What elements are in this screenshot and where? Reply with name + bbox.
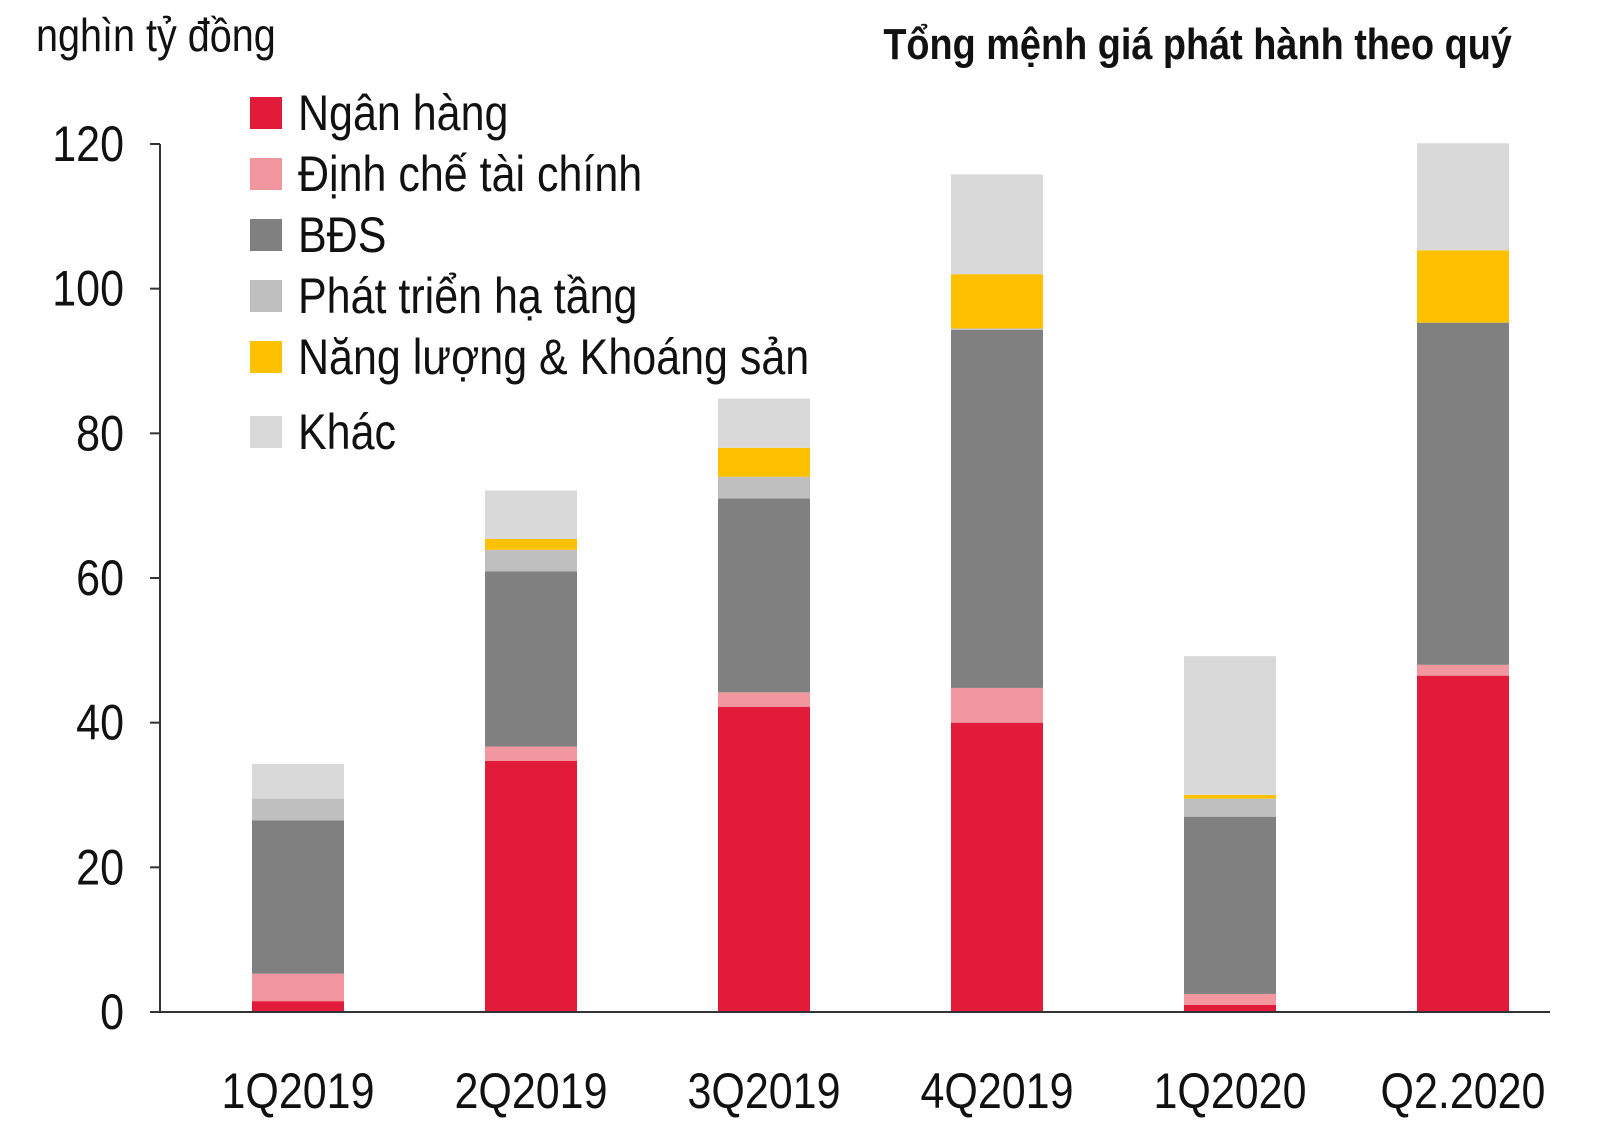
bar-segment-Q2.2020-1: [1417, 664, 1509, 676]
legend-item: BĐS: [250, 204, 892, 265]
y-tick-label: 20: [76, 839, 124, 895]
x-tick-label: 2Q2019: [454, 1063, 607, 1119]
legend-swatch: [250, 96, 282, 129]
legend-swatch: [250, 157, 282, 190]
bar-segment-4Q2019-3: [951, 328, 1043, 330]
legend-item: Năng lượng & Khoáng sản: [250, 326, 892, 387]
bar-segment-1Q2020-4: [1184, 795, 1276, 799]
bar-segment-1Q2019-0: [252, 1001, 344, 1012]
bar-segment-Q2.2020-0: [1417, 675, 1509, 1012]
bar-segment-1Q2019-1: [252, 973, 344, 1002]
bar-segment-4Q2019-0: [951, 722, 1043, 1012]
legend-swatch: [250, 340, 282, 373]
x-tick-label: 1Q2019: [221, 1063, 374, 1119]
legend-label: Ngân hàng: [298, 84, 509, 141]
bar-segment-2Q2019-0: [485, 761, 577, 1012]
bar-segment-1Q2019-2: [252, 820, 344, 974]
y-tick-label: 80: [76, 405, 124, 461]
x-tick-label: 4Q2019: [920, 1063, 1073, 1119]
bar-segment-2Q2019-5: [485, 490, 577, 539]
legend-label: Khác: [298, 403, 397, 460]
bar-segment-2Q2019-4: [485, 538, 577, 550]
y-tick-label: 0: [100, 984, 124, 1040]
bar-segment-Q2.2020-5: [1417, 143, 1509, 251]
bar-segment-1Q2020-3: [1184, 798, 1276, 817]
bar-segment-3Q2019-4: [718, 447, 810, 477]
chart-legend: Ngân hàng Định chế tài chính BĐS Phát triển…: [250, 82, 892, 462]
legend-label: Định chế tài chính: [298, 145, 643, 202]
legend-swatch: [250, 279, 282, 312]
x-tick-label: 1Q2020: [1153, 1063, 1306, 1119]
y-tick-label: 60: [76, 550, 124, 606]
chart-title: Tổng mệnh giá phát hành theo quý: [883, 20, 1512, 69]
bar-segment-4Q2019-5: [951, 174, 1043, 275]
y-tick-label: 40: [76, 695, 124, 751]
bar-segment-1Q2019-3: [252, 798, 344, 821]
bar-segment-1Q2019-5: [252, 763, 344, 799]
x-tick-label: 3Q2019: [687, 1063, 840, 1119]
legend-item: Định chế tài chính: [250, 143, 892, 204]
bar-segment-3Q2019-2: [718, 498, 810, 693]
legend-label: BĐS: [298, 206, 387, 263]
bar-segment-4Q2019-2: [951, 329, 1043, 688]
legend-label: Năng lượng & Khoáng sản: [298, 328, 810, 385]
bar-segment-Q2.2020-4: [1417, 250, 1509, 323]
bar-segment-2Q2019-1: [485, 746, 577, 762]
legend-item: Ngân hàng: [250, 82, 892, 143]
legend-item: Khác: [250, 401, 892, 462]
bar-segment-3Q2019-5: [718, 398, 810, 448]
bar-segment-1Q2020-5: [1184, 656, 1276, 795]
bar-segment-1Q2020-0: [1184, 1004, 1276, 1012]
y-tick-label: 120: [52, 116, 124, 172]
bar-segment-1Q2020-1: [1184, 993, 1276, 1005]
bar-segment-1Q2020-2: [1184, 816, 1276, 994]
legend-item: Phát triển hạ tầng: [250, 265, 892, 326]
legend-swatch: [250, 218, 282, 251]
legend-swatch: [250, 415, 282, 448]
bar-segment-Q2.2020-2: [1417, 322, 1509, 665]
bar-segment-3Q2019-3: [718, 476, 810, 499]
x-tick-label: Q2.2020: [1381, 1063, 1546, 1119]
legend-label: Phát triển hạ tầng: [298, 267, 638, 324]
bar-segment-2Q2019-3: [485, 549, 577, 572]
bar-segment-4Q2019-4: [951, 274, 1043, 329]
bar-segment-4Q2019-1: [951, 687, 1043, 723]
bar-segment-3Q2019-0: [718, 706, 810, 1012]
y-tick-label: 100: [52, 261, 124, 317]
bar-segment-3Q2019-1: [718, 692, 810, 707]
y-axis-unit-label: nghìn tỷ đồng: [36, 9, 276, 61]
bar-segment-2Q2019-2: [485, 571, 577, 747]
